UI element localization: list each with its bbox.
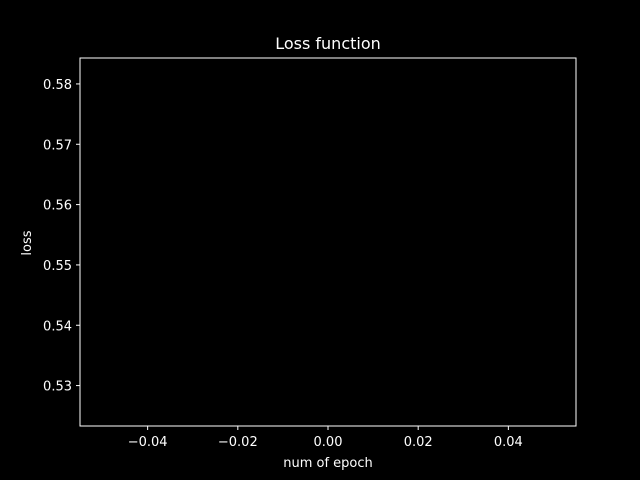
x-axis-ticks: −0.04 −0.02 0.00 0.02 0.04 — [128, 426, 523, 450]
chart-title: Loss function — [275, 34, 381, 53]
y-axis-ticks: 0.53 0.54 0.55 0.56 0.57 0.58 — [43, 78, 80, 395]
x-axis-label: num of epoch — [283, 456, 373, 471]
y-tick-label: 0.57 — [43, 138, 72, 153]
x-tick-label: −0.04 — [128, 435, 168, 450]
y-axis-label: loss — [20, 230, 35, 255]
x-tick-label: 0.00 — [314, 435, 343, 450]
x-tick-label: 0.02 — [404, 435, 433, 450]
y-tick-label: 0.54 — [43, 319, 72, 334]
x-tick-label: 0.04 — [494, 435, 523, 450]
x-tick-label: −0.02 — [218, 435, 258, 450]
y-tick-label: 0.53 — [43, 380, 72, 395]
y-tick-label: 0.56 — [43, 199, 72, 214]
y-tick-label: 0.55 — [43, 259, 72, 274]
y-tick-label: 0.58 — [43, 78, 72, 93]
